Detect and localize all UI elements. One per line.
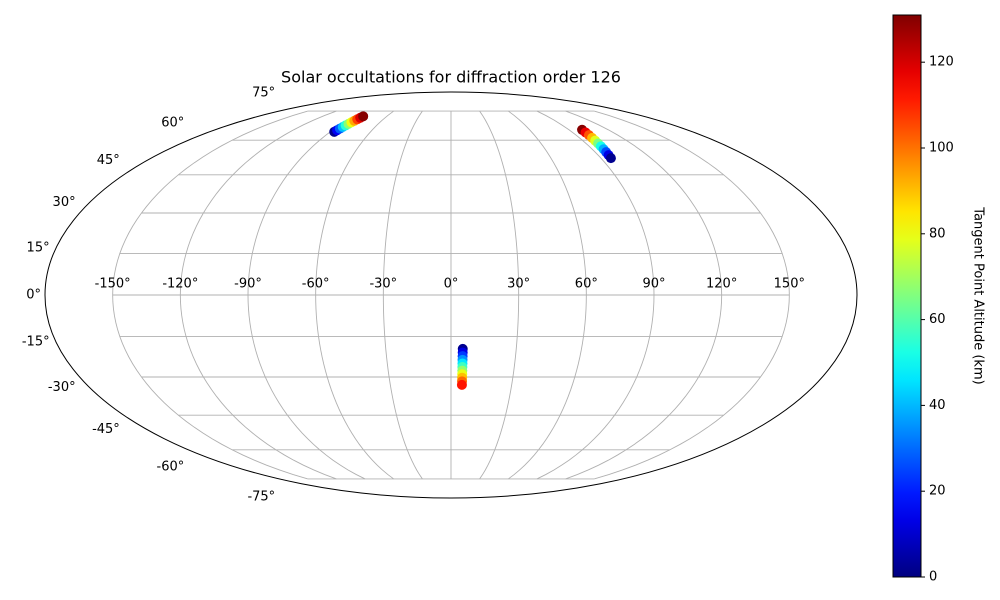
y-tick-label: 0° (26, 288, 41, 303)
x-tick-label: 60° (575, 277, 598, 292)
grid-line (508, 110, 587, 480)
x-tick-label: -30° (369, 277, 397, 292)
grid-line (536, 110, 655, 480)
grid-line (315, 110, 394, 480)
y-tick-label: -30° (48, 380, 76, 395)
colorbar-tick-label: 20 (929, 484, 946, 499)
y-tick-label: 75° (252, 86, 275, 101)
y-tick-label: -15° (22, 335, 50, 350)
grid-line (179, 110, 337, 480)
x-tick-label: 90° (642, 277, 665, 292)
x-tick-label: 150° (774, 277, 805, 292)
colorbar-tick-label: 80 (929, 226, 946, 241)
grid-line (479, 110, 520, 480)
colorbar-label: Tangent Point Altitude (km) (971, 206, 986, 384)
y-tick-label: 30° (53, 195, 76, 210)
y-tick-label: -75° (247, 489, 275, 504)
x-tick-label: 120° (706, 277, 737, 292)
map-boundary (44, 91, 858, 499)
data-point (605, 153, 616, 164)
colorbar-tick-label: 120 (929, 55, 954, 70)
grid-line (594, 110, 790, 480)
colorbar-tick-label: 40 (929, 398, 946, 413)
colorbar-tick-label: 0 (929, 570, 937, 585)
y-tick-label: -60° (157, 459, 185, 474)
x-tick-label: 30° (507, 277, 530, 292)
x-tick-label: -90° (234, 277, 262, 292)
colorbar (892, 14, 922, 578)
grid-line (247, 110, 366, 480)
x-tick-label: -60° (302, 277, 330, 292)
colorbar-tick-label: 60 (929, 312, 946, 327)
data-point (358, 111, 369, 122)
y-tick-label: 45° (97, 153, 120, 168)
chart-title: Solar occultations for diffraction order… (281, 68, 621, 87)
grid-line (382, 110, 423, 480)
grid-line (112, 110, 308, 480)
y-tick-label: -45° (92, 422, 120, 437)
y-tick-label: 15° (27, 240, 50, 255)
colorbar-tick-label: 100 (929, 140, 954, 155)
x-tick-label: 0° (444, 277, 459, 292)
x-tick-label: -120° (162, 277, 198, 292)
x-tick-label: -150° (95, 277, 131, 292)
grid-line (565, 110, 723, 480)
data-point (456, 379, 467, 390)
y-tick-label: 60° (161, 116, 184, 131)
